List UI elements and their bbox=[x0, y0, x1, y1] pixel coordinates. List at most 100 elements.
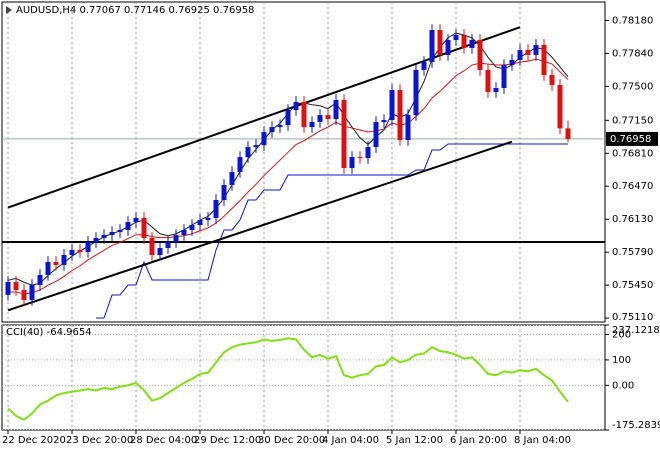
axes: 0.78180 0.77840 0.77500 0.77150 0.76810 0.764… bbox=[2, 15, 660, 446]
candle-body bbox=[357, 157, 363, 159]
candle-body bbox=[141, 217, 147, 239]
y-tick-label: 100 bbox=[612, 355, 631, 366]
y-tick-label: 0.00 bbox=[612, 380, 634, 391]
candle-body bbox=[517, 50, 523, 60]
price-plot bbox=[2, 2, 605, 322]
trendline bbox=[7, 26, 521, 209]
candle-body bbox=[5, 281, 11, 295]
candle-body bbox=[245, 147, 251, 158]
candle-body bbox=[205, 217, 211, 220]
candle-body bbox=[133, 217, 139, 223]
last-price-label: 0.76958 bbox=[610, 134, 651, 145]
y-tick-label: 0.76810 bbox=[612, 148, 653, 159]
candle-body bbox=[325, 115, 331, 120]
y-tick-label: 0.75110 bbox=[612, 312, 653, 323]
candle-body bbox=[549, 75, 555, 86]
candle-body bbox=[501, 65, 507, 89]
indicator-line bbox=[8, 58, 569, 295]
candle-body bbox=[189, 225, 195, 230]
candle-body bbox=[397, 89, 403, 140]
candle-body bbox=[341, 99, 347, 169]
candle-body bbox=[29, 284, 35, 300]
x-tick-label: 22 Dec 2020 bbox=[2, 435, 66, 446]
candle-body bbox=[157, 248, 163, 255]
candle-body bbox=[101, 235, 107, 239]
candle-body bbox=[309, 122, 315, 128]
candle-body bbox=[389, 89, 395, 121]
y-tick-label: 0.75450 bbox=[612, 280, 653, 291]
y-tick-label: 0.78180 bbox=[612, 15, 653, 26]
indicator-line bbox=[7, 337, 569, 421]
y-tick-label: 200 bbox=[612, 329, 631, 340]
candle-body bbox=[229, 171, 235, 185]
candle-body bbox=[453, 34, 459, 41]
y-tick-label: -175.2839 bbox=[612, 420, 660, 431]
x-tick-label: 8 Jan 04:00 bbox=[514, 435, 571, 446]
candle-body bbox=[149, 238, 155, 255]
candle-body bbox=[461, 34, 467, 48]
candle-body bbox=[565, 128, 571, 139]
candle-body bbox=[213, 200, 219, 218]
x-tick-label: 23 Dec 20:00 bbox=[66, 435, 133, 446]
candle-body bbox=[53, 261, 59, 265]
x-tick-label: 6 Jan 20:00 bbox=[450, 435, 507, 446]
candle-body bbox=[61, 254, 67, 265]
candle-body bbox=[125, 222, 131, 230]
x-tick-label: 4 Jan 04:00 bbox=[322, 435, 379, 446]
candle-body bbox=[261, 132, 267, 146]
candle-body bbox=[349, 157, 355, 169]
last-price-box bbox=[606, 131, 658, 146]
candle-body bbox=[13, 281, 19, 290]
candle-body bbox=[181, 229, 187, 236]
candle-body bbox=[285, 110, 291, 126]
cci-panel bbox=[1, 324, 606, 431]
candle-body bbox=[165, 242, 171, 249]
candle-body bbox=[493, 88, 499, 92]
candle-body bbox=[469, 40, 475, 48]
candle-body bbox=[21, 290, 27, 300]
y-tick-label: 0.76130 bbox=[612, 214, 653, 225]
candle-body bbox=[253, 145, 259, 148]
candle-body bbox=[301, 101, 307, 128]
trendline bbox=[7, 140, 513, 312]
indicator-line bbox=[96, 143, 568, 319]
candle-body bbox=[445, 40, 451, 55]
candle-body bbox=[413, 69, 419, 115]
candle-body bbox=[85, 242, 91, 252]
candle-body bbox=[509, 59, 515, 66]
candle-body bbox=[77, 249, 83, 252]
candle-body bbox=[365, 147, 371, 159]
candle-body bbox=[437, 30, 443, 55]
candle-body bbox=[197, 219, 203, 226]
candle-body bbox=[557, 85, 563, 129]
candle-body bbox=[45, 261, 51, 275]
candle-body bbox=[293, 101, 299, 111]
candle-body bbox=[373, 122, 379, 148]
candle-body bbox=[173, 235, 179, 242]
candle-body bbox=[477, 40, 483, 70]
candle-body bbox=[429, 30, 435, 63]
x-tick-label: 30 Dec 20:00 bbox=[258, 435, 325, 446]
candle-body bbox=[317, 115, 323, 123]
price-panel bbox=[1, 1, 606, 323]
candle-body bbox=[541, 44, 547, 76]
candle-body bbox=[221, 184, 227, 201]
candle-body bbox=[333, 99, 339, 120]
y-tick-label: 0.77150 bbox=[612, 115, 653, 126]
candle-body bbox=[485, 69, 491, 92]
candle-body bbox=[117, 229, 123, 233]
candle-body bbox=[37, 274, 43, 285]
candle-body bbox=[405, 114, 411, 140]
y-tick-label: 0.77500 bbox=[612, 81, 653, 92]
candle-body bbox=[533, 44, 539, 55]
y-tick-label: 0.75790 bbox=[612, 247, 653, 258]
chart-icon bbox=[6, 6, 12, 14]
y-tick-label: 237.1218 bbox=[612, 325, 660, 336]
candle-body bbox=[525, 50, 531, 55]
candle-body bbox=[277, 125, 283, 128]
cci-plot bbox=[2, 325, 605, 430]
cci-title: CCI(40) -64.9654 bbox=[6, 327, 92, 338]
y-tick-label: 0.77840 bbox=[612, 48, 653, 59]
x-tick-label: 5 Jan 12:00 bbox=[386, 435, 443, 446]
